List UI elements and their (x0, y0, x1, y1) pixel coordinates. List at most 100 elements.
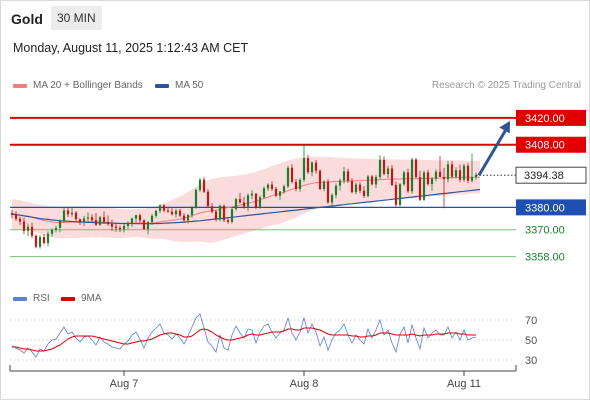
candle-body (58, 221, 62, 228)
candle-body (278, 191, 282, 196)
candle-body (430, 178, 434, 185)
candle-body (298, 179, 302, 190)
candle-body (90, 217, 94, 221)
candle-body (106, 221, 110, 224)
candle-body (234, 199, 238, 210)
rsi-ma9-line (12, 327, 476, 352)
candle-body (374, 176, 378, 185)
candle-body (274, 188, 278, 196)
candle-body (470, 177, 474, 181)
candle-body (442, 176, 446, 180)
x-tick-label-Aug 7: Aug 7 (110, 378, 139, 390)
candle-body (110, 223, 114, 227)
candle-body (454, 170, 458, 177)
candle-body (38, 237, 42, 247)
candle-body (186, 214, 190, 221)
legend-ma50-label: MA 50 (175, 80, 204, 91)
candle-body (18, 218, 22, 222)
x-tick-label-Aug 11: Aug 11 (447, 378, 481, 390)
candle-body (46, 233, 50, 243)
candle-body (438, 171, 442, 177)
candle-body (410, 159, 414, 192)
candle-body (338, 180, 342, 186)
candle-body (10, 212, 14, 215)
candle-body (362, 190, 366, 196)
candle-body (42, 237, 46, 243)
candle-body (198, 179, 202, 190)
candle-body (450, 164, 454, 177)
candle-body (158, 205, 162, 211)
candle-body (222, 205, 226, 221)
projection-arrow-line (477, 127, 509, 176)
candle-body (62, 210, 66, 222)
legend-ma20-label: MA 20 + Bollinger Bands (33, 80, 143, 91)
price-tag-bg-3408.00 (516, 136, 586, 153)
candle-body (166, 210, 170, 212)
candle-body (226, 220, 230, 222)
candle-body (22, 221, 26, 231)
candle-body (130, 218, 134, 224)
rsi-tick-30: 30 (525, 355, 537, 367)
candle-body (262, 188, 266, 198)
candle-body (270, 184, 274, 189)
candle-body (250, 193, 254, 196)
candle-body (466, 165, 470, 181)
candle-body (254, 193, 258, 208)
rsi-tick-50: 50 (525, 335, 537, 347)
price-label-3370.00: 3370.00 (525, 225, 565, 237)
candle-body (310, 162, 314, 173)
candle-body (358, 184, 362, 191)
candle-body (342, 171, 346, 181)
candle-body (238, 199, 242, 203)
projection-arrow-head (499, 120, 510, 134)
candle-body (94, 220, 98, 225)
legend-9ma: 9MA (61, 293, 102, 304)
candle-body (434, 171, 438, 179)
ma50-line (11, 188, 481, 225)
candle-body (202, 179, 206, 192)
candle-body (458, 170, 462, 180)
bollinger-band (12, 156, 480, 243)
price-tag-bg-3380.00 (516, 199, 586, 216)
candle-body (286, 167, 290, 187)
candle-body (142, 220, 146, 230)
candle-body (206, 191, 210, 207)
ma9-swatch (61, 296, 75, 301)
candle-body (178, 210, 182, 216)
price-label-3380.00: 3380.00 (525, 202, 565, 214)
candle-body (134, 215, 138, 219)
candle-body (418, 177, 422, 200)
candle-body (126, 223, 130, 226)
candle-body (102, 217, 106, 222)
candle-body (290, 167, 294, 182)
candle-body (474, 175, 478, 178)
legend-rsi: RSI (13, 293, 50, 304)
candle-body (98, 217, 102, 225)
legend-9ma-label: 9MA (81, 293, 102, 304)
ma50-swatch (155, 83, 169, 88)
candle-body (282, 186, 286, 192)
price-label-3408.00: 3408.00 (525, 140, 565, 152)
legend-ma50: MA 50 (155, 80, 203, 91)
rsi-tick-70: 70 (525, 315, 537, 327)
price-label-3420.00: 3420.00 (525, 113, 565, 125)
candle-body (242, 202, 246, 207)
candle-body (334, 185, 338, 196)
legend-ma20: MA 20 + Bollinger Bands (13, 80, 143, 91)
candle-body (306, 158, 310, 173)
candle-body (118, 227, 122, 230)
candle-body (426, 172, 430, 185)
candle-body (78, 219, 82, 223)
candle-body (370, 176, 374, 185)
candle-body (266, 184, 270, 189)
timeframe-button[interactable]: 30 MIN (51, 6, 102, 30)
candle-body (422, 172, 426, 200)
candle-body (30, 226, 34, 236)
candle-body (174, 210, 178, 215)
candle-body (354, 184, 358, 193)
current-price-tag-bg (515, 166, 587, 184)
candle-body (366, 176, 370, 196)
candle-body (446, 164, 450, 180)
candle-body (70, 212, 74, 215)
candle-body (122, 225, 126, 230)
